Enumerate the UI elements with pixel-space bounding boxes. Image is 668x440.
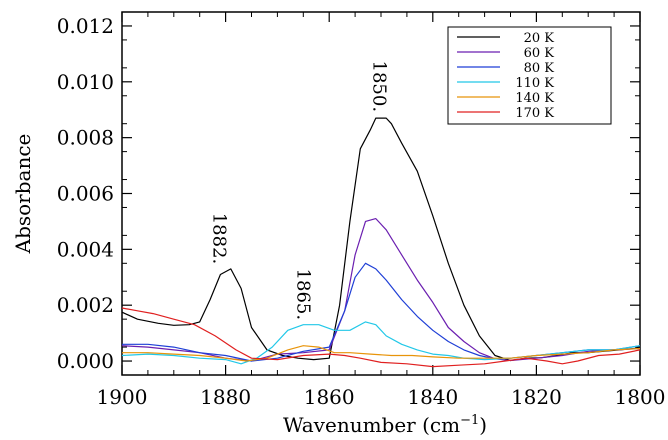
y-tick-label: 0.012 (57, 14, 114, 38)
legend-label: 170 K (515, 106, 554, 121)
x-axis-title: Wavenumber (cm−1) (283, 413, 487, 437)
series-line-80k (122, 262, 641, 362)
series-line-140k (122, 345, 641, 362)
x-axis-title-exponent: −1 (460, 413, 479, 428)
series-line-20k (121, 117, 641, 362)
y-axis-title: Absorbance (11, 134, 35, 255)
y-tick-label: 0.008 (57, 126, 114, 150)
series-lines (121, 117, 641, 368)
peak-label: 1882. (208, 213, 229, 265)
legend-label: 140 K (515, 91, 554, 106)
x-tick-label: 1860 (304, 385, 355, 409)
y-tick-label: 0.000 (57, 349, 114, 373)
series-line-60k (121, 218, 641, 362)
peak-annotations: 1882. 1865. 1850. (208, 61, 389, 321)
x-tick-label: 1840 (407, 385, 458, 409)
y-tick-label: 0.002 (57, 293, 114, 317)
y-tick-label: 0.006 (57, 182, 114, 206)
x-tick-label: 1900 (97, 385, 148, 409)
legend-label: 20 K (524, 31, 555, 46)
x-axis-title-tail: ) (479, 413, 487, 437)
x-tick-label: 1800 (615, 385, 666, 409)
legend-box (447, 26, 612, 125)
legend-label: 60 K (524, 46, 555, 61)
x-tick-label: 1880 (200, 385, 251, 409)
x-axis-title-main: Wavenumber (cm (283, 413, 460, 437)
legend-label: 80 K (524, 61, 555, 76)
peak-label: 1865. (292, 269, 313, 321)
axis-ticks: 1900 1880 1860 1840 1820 1800 0.000 0.002 0.004 0… (57, 12, 666, 409)
x-tick-label: 1820 (511, 385, 562, 409)
series-line-170k (121, 307, 641, 368)
y-tick-label: 0.004 (57, 237, 114, 261)
peak-label: 1850. (368, 61, 389, 113)
legend-label: 110 K (515, 76, 554, 91)
y-tick-label: 0.010 (57, 70, 114, 94)
